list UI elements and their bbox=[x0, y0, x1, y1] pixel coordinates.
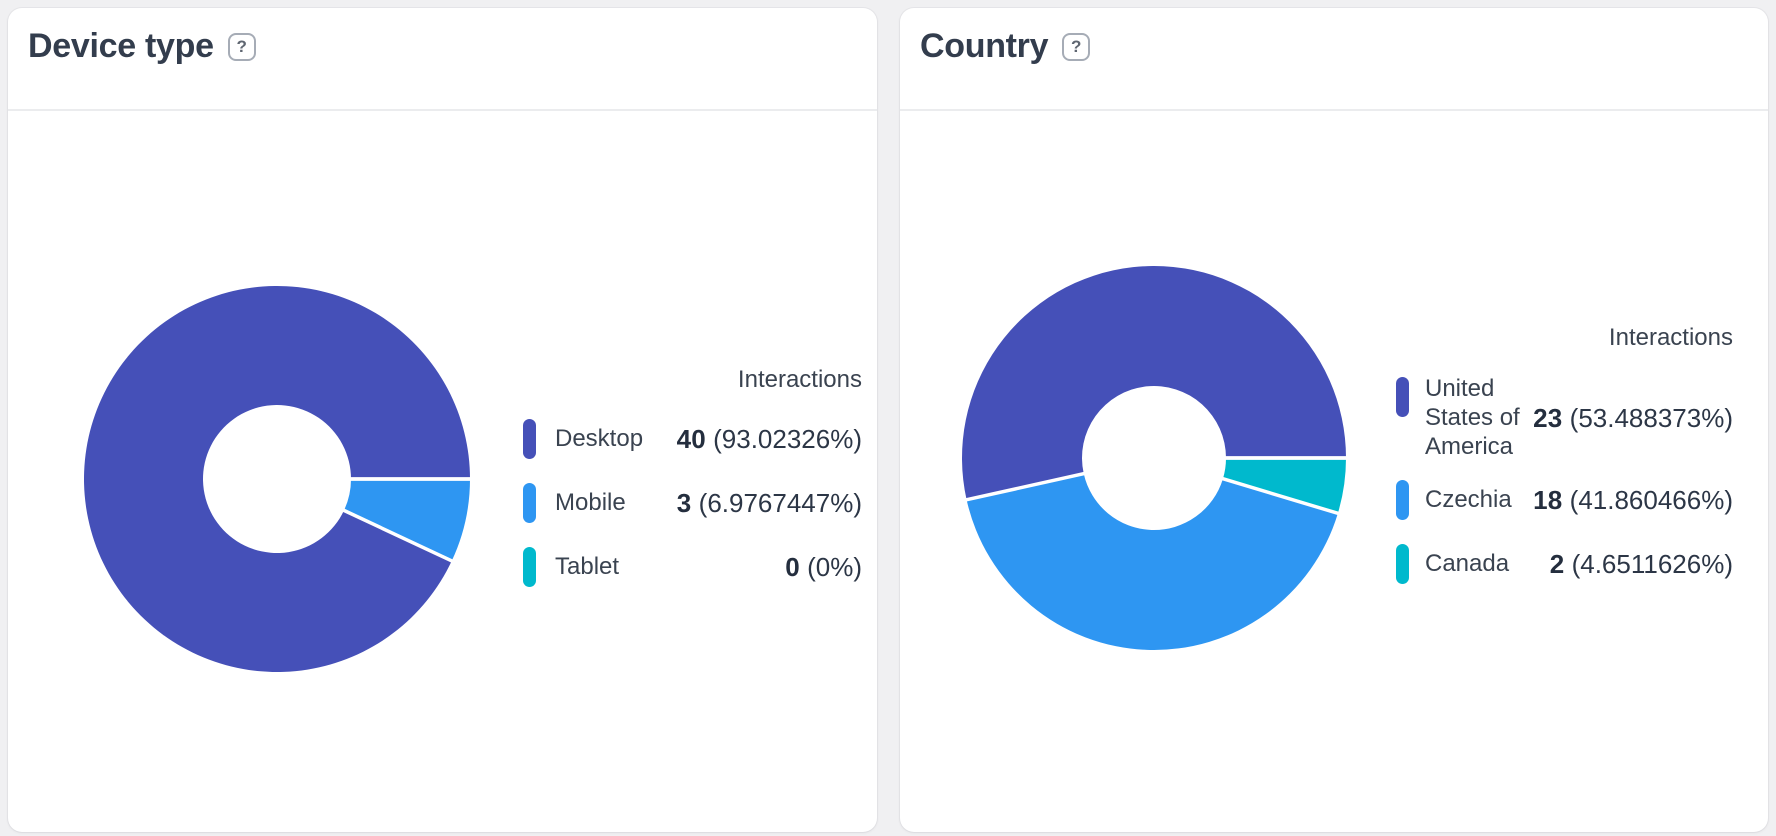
legend-label: Mobile bbox=[555, 489, 626, 516]
donut-slice-czechia[interactable] bbox=[966, 473, 1338, 651]
legend-value: 2 (4.6511626%) bbox=[1550, 548, 1733, 580]
legend-value-percent: (4.6511626%) bbox=[1564, 549, 1733, 579]
legend-label: Czechia bbox=[1425, 486, 1512, 513]
slice-separator bbox=[965, 471, 1086, 502]
legend-value: 0 (0%) bbox=[785, 551, 862, 583]
legend-value-percent: (0%) bbox=[799, 552, 862, 582]
country-card: Country ? Interactions United States of A… bbox=[900, 8, 1768, 832]
country-chart-area: Interactions United States of America 23 (… bbox=[900, 113, 1768, 832]
legend-value-count: 18 bbox=[1533, 485, 1563, 515]
legend-marker-tablet bbox=[523, 547, 536, 587]
card-title-country: Country bbox=[920, 27, 1049, 65]
legend-value: 18 (41.860466%) bbox=[1533, 484, 1733, 516]
legend-value-percent: (41.860466%) bbox=[1562, 485, 1733, 515]
legend-value-count: 2 bbox=[1549, 549, 1565, 579]
legend-value: 40 (93.02326%) bbox=[677, 423, 862, 455]
legend-header-interactions: Interactions bbox=[737, 366, 862, 393]
legend-value-count: 0 bbox=[785, 552, 800, 582]
legend-value: 23 (53.488373%) bbox=[1533, 402, 1733, 434]
donut-chart[interactable] bbox=[80, 282, 474, 676]
legend-marker-canada bbox=[1396, 544, 1409, 584]
donut-slice-canada[interactable] bbox=[1222, 458, 1346, 514]
legend-value-count: 40 bbox=[676, 424, 706, 454]
legend-value-count: 3 bbox=[676, 488, 692, 518]
legend-value: 3 (6.9767447%) bbox=[677, 487, 862, 519]
legend-marker-czechia bbox=[1396, 480, 1409, 520]
help-icon[interactable]: ? bbox=[227, 33, 256, 61]
legend-marker-desktop bbox=[523, 419, 536, 459]
slice-separator bbox=[342, 508, 454, 563]
donut-slice-desktop[interactable] bbox=[83, 285, 471, 672]
legend-label: Desktop bbox=[555, 425, 644, 452]
legend-marker-united-states-of-america bbox=[1396, 377, 1409, 417]
help-icon[interactable]: ? bbox=[1062, 33, 1091, 61]
legend-label: Tablet bbox=[555, 553, 620, 580]
slice-separator bbox=[1221, 476, 1340, 516]
country-card-header: Country ? bbox=[900, 8, 1768, 111]
device-type-chart-area: Interactions Desktop 40 (93.02326%) Mobile 3… bbox=[8, 113, 877, 832]
legend-label: Canada bbox=[1425, 550, 1510, 577]
donut-slice-mobile[interactable] bbox=[344, 479, 470, 561]
legend-value-percent: (93.02326%) bbox=[705, 424, 862, 454]
card-title-device-type: Device type bbox=[28, 27, 214, 65]
legend-value-percent: (6.9767447%) bbox=[691, 488, 862, 518]
donut-chart[interactable] bbox=[958, 262, 1350, 654]
legend-value-count: 23 bbox=[1533, 403, 1563, 433]
legend-header-interactions: Interactions bbox=[1608, 324, 1733, 351]
legend-value-percent: (53.488373%) bbox=[1562, 403, 1733, 433]
legend-label: United States of America bbox=[1425, 375, 1520, 460]
legend-marker-mobile bbox=[523, 483, 536, 523]
device-type-card: Device type ? Interactions Desktop 40 (93.… bbox=[8, 8, 877, 832]
device-type-card-header: Device type ? bbox=[8, 8, 877, 111]
donut-slice-united-states-of-america[interactable] bbox=[962, 266, 1346, 500]
